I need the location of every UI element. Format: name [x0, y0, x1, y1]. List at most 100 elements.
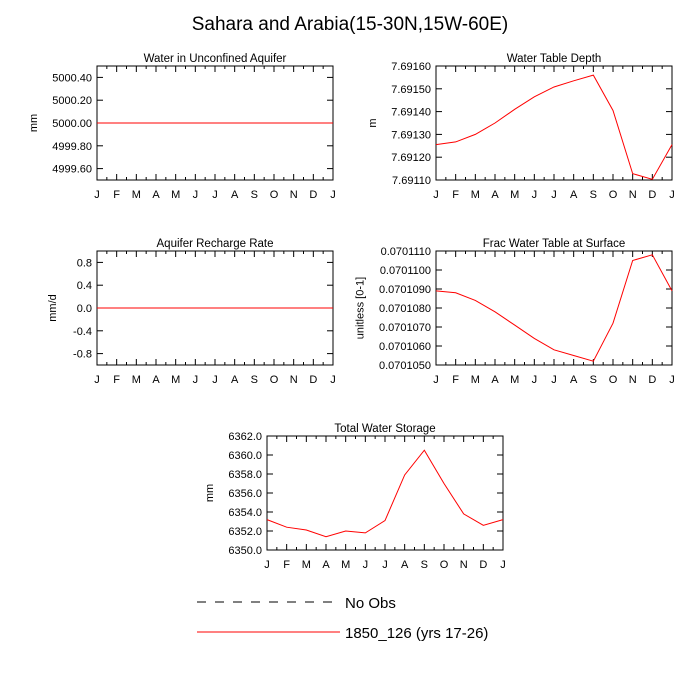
x-tick-label: A [491, 374, 499, 386]
x-tick-label: O [440, 559, 449, 571]
y-tick-label: 5000.00 [52, 118, 92, 130]
x-tick-label: O [270, 374, 279, 386]
plot-frame [435, 65, 673, 181]
x-tick-label: N [290, 374, 298, 386]
y-tick-label: -0.8 [73, 349, 92, 361]
y-tick-label: 0.0 [77, 303, 92, 315]
x-tick-label: J [500, 559, 506, 571]
y-tick-label: 6352.0 [228, 526, 262, 538]
x-tick-label: J [532, 189, 538, 201]
x-tick-label: A [491, 189, 499, 201]
y-tick-label: 0.0701070 [379, 322, 431, 334]
x-tick-label: D [648, 189, 656, 201]
x-tick-label: S [421, 559, 428, 571]
x-tick-label: M [510, 374, 519, 386]
x-tick-label: S [590, 189, 597, 201]
x-tick-label: D [309, 374, 317, 386]
x-tick-label: S [251, 189, 258, 201]
x-tick-label: A [570, 189, 578, 201]
y-tick-label: 6354.0 [228, 507, 262, 519]
y-tick-label: 0.4 [77, 280, 92, 292]
x-tick-label: J [669, 374, 675, 386]
y-tick-label: 7.69120 [391, 152, 431, 164]
x-tick-label: M [132, 189, 141, 201]
x-tick-label: A [231, 189, 239, 201]
x-tick-label: D [309, 189, 317, 201]
x-tick-label: J [193, 374, 199, 386]
x-tick-label: J [433, 374, 439, 386]
x-tick-label: J [669, 189, 675, 201]
series-line [266, 449, 504, 538]
x-tick-label: J [363, 559, 369, 571]
x-tick-label: N [629, 374, 637, 386]
x-tick-label: D [648, 374, 656, 386]
x-tick-label: J [433, 189, 439, 201]
x-tick-label: M [471, 189, 480, 201]
x-tick-label: N [629, 189, 637, 201]
y-tick-label: 6358.0 [228, 469, 262, 481]
panel-title: Total Water Storage [334, 423, 435, 435]
x-tick-label: A [152, 374, 160, 386]
x-tick-label: A [152, 189, 160, 201]
x-tick-label: A [401, 559, 409, 571]
y-tick-label: 4999.60 [52, 164, 92, 176]
y-axis-label: unitless [0-1] [354, 277, 366, 339]
x-tick-label: F [113, 189, 120, 201]
x-tick-label: M [341, 559, 350, 571]
x-tick-label: S [251, 374, 258, 386]
y-axis-label: mm [204, 484, 216, 502]
y-tick-label: 0.0701110 [381, 246, 431, 258]
y-tick-label: 0.0701050 [379, 360, 431, 372]
x-tick-label: M [510, 189, 519, 201]
x-tick-label: M [302, 559, 311, 571]
x-tick-label: F [113, 374, 120, 386]
y-tick-label: 7.69110 [392, 175, 431, 187]
y-axis-label: mm [28, 114, 40, 132]
panel-title: Aquifer Recharge Rate [157, 238, 274, 250]
x-tick-label: N [290, 189, 298, 201]
y-tick-label: 6356.0 [228, 488, 262, 500]
y-tick-label: 6360.0 [228, 450, 262, 462]
y-tick-label: 6362.0 [228, 431, 262, 443]
y-tick-label: 7.69140 [391, 107, 431, 119]
x-tick-label: J [532, 374, 538, 386]
y-tick-label: 5000.40 [52, 72, 92, 84]
y-tick-label: 0.0701080 [379, 303, 431, 315]
x-tick-label: M [171, 374, 180, 386]
y-tick-label: 7.69130 [391, 129, 431, 141]
y-tick-label: 0.0701090 [379, 284, 431, 296]
panel-title: Water Table Depth [507, 53, 602, 65]
x-tick-label: M [171, 189, 180, 201]
x-tick-label: A [322, 559, 330, 571]
x-tick-label: N [460, 559, 468, 571]
y-tick-label: 7.69150 [391, 84, 431, 96]
y-axis-label: mm/d [47, 294, 59, 322]
x-tick-label: M [132, 374, 141, 386]
x-tick-label: O [270, 189, 279, 201]
x-tick-label: J [264, 559, 270, 571]
legend-label-no-obs: No Obs [345, 595, 396, 612]
y-tick-label: 7.69160 [391, 61, 431, 73]
x-tick-label: F [283, 559, 290, 571]
x-tick-label: J [94, 189, 100, 201]
y-tick-label: 0.8 [77, 257, 92, 269]
y-tick-label: 0.0701100 [380, 265, 431, 277]
plot-frame [266, 435, 504, 551]
y-tick-label: 6350.0 [228, 545, 262, 557]
y-tick-label: 0.0701060 [379, 341, 431, 353]
x-tick-label: J [382, 559, 388, 571]
x-tick-label: J [193, 189, 199, 201]
x-tick-label: J [330, 374, 336, 386]
x-tick-label: J [330, 189, 336, 201]
x-tick-label: F [452, 189, 459, 201]
panel-title: Water in Unconfined Aquifer [144, 53, 287, 65]
y-tick-label: -0.4 [73, 326, 92, 338]
y-tick-label: 4999.80 [52, 141, 92, 153]
x-tick-label: O [609, 374, 618, 386]
